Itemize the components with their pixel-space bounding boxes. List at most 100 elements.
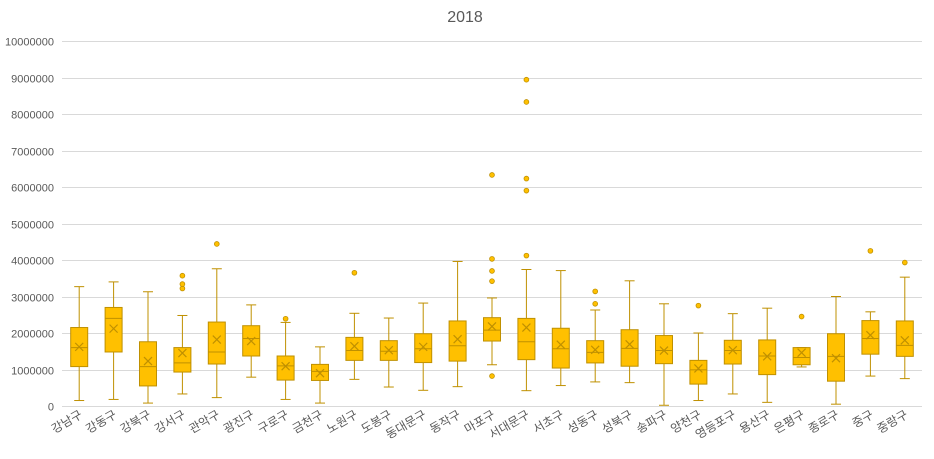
box-동작구 (448, 260, 467, 388)
x-tick-label: 은평구 (771, 407, 807, 436)
outlier-point (282, 315, 289, 322)
box-용산구 (758, 307, 777, 403)
iqr-box (517, 317, 536, 361)
iqr-box (483, 317, 501, 342)
box-마포구 (483, 172, 501, 379)
x-tick-label: 용산구 (737, 407, 773, 436)
mean-marker (590, 345, 600, 355)
iqr-box (689, 359, 708, 385)
iqr-box (104, 306, 123, 353)
x-tick-label: 성북구 (599, 407, 635, 436)
mean-marker (728, 345, 738, 355)
box-성북구 (620, 280, 639, 384)
mean-marker (281, 361, 291, 371)
mean-marker (659, 346, 669, 355)
iqr-box (448, 320, 467, 362)
box-은평구 (792, 313, 811, 368)
x-axis: 강남구강동구강북구강서구관악구광진구구로구금천구노원구도봉구동대문구동작구마포구… (49, 407, 910, 442)
iqr-box (551, 327, 570, 369)
box-금천구 (311, 346, 329, 404)
box-송파구 (655, 303, 673, 406)
mean-marker (74, 342, 84, 352)
x-tick-label: 금천구 (289, 407, 325, 437)
mean-marker (865, 330, 875, 340)
mean-marker (109, 324, 119, 334)
y-tick-label: 4000000 (11, 256, 54, 268)
outlier-point (901, 259, 908, 266)
outlier-point (695, 302, 702, 309)
outlier-point (489, 373, 495, 379)
x-tick-label: 강동구 (83, 407, 119, 436)
iqr-box (723, 339, 742, 365)
mean-marker (831, 353, 841, 363)
box-성동구 (586, 288, 605, 383)
mean-marker (797, 348, 807, 358)
iqr-box (586, 340, 605, 364)
x-tick-label: 관악구 (187, 407, 223, 436)
outlier-point (179, 272, 186, 279)
y-tick-label: 3000000 (11, 293, 54, 305)
x-tick-label: 노원구 (324, 407, 360, 436)
box-노원구 (345, 269, 364, 380)
y-tick-label: 5000000 (11, 220, 54, 232)
outlier-point (523, 252, 530, 259)
iqr-box (895, 320, 914, 357)
iqr-box (276, 355, 295, 381)
box-중구 (861, 248, 880, 377)
outlier-point (798, 313, 805, 320)
y-tick-label: 8000000 (11, 110, 54, 122)
mean-marker (762, 351, 772, 361)
x-tick-label: 광진구 (221, 407, 257, 436)
box-강동구 (104, 281, 123, 400)
box-강서구 (173, 272, 192, 395)
x-tick-label: 동작구 (427, 407, 463, 436)
mean-marker (246, 336, 256, 346)
x-tick-label: 서초구 (531, 407, 567, 436)
outlier-point (592, 300, 598, 307)
iqr-box (173, 347, 192, 373)
mean-marker (418, 342, 428, 352)
x-tick-label: 강남구 (49, 407, 85, 436)
outlier-point (489, 172, 495, 178)
x-tick-label: 구로구 (255, 407, 291, 436)
box-양천구 (689, 302, 708, 402)
y-tick-label: 0 (48, 402, 54, 414)
x-tick-label: 강북구 (118, 407, 154, 436)
outlier-point (523, 187, 530, 194)
mean-marker (900, 335, 910, 345)
mean-marker (521, 323, 531, 332)
y-axis: 0 1000000 2000000 3000000 4000000 5000000 6000… (5, 37, 54, 414)
x-tick-label: 종로구 (806, 407, 842, 436)
y-tick-label: 9000000 (11, 74, 54, 86)
x-tick-label: 송파구 (634, 407, 670, 436)
box-강북구 (139, 291, 157, 404)
outlier-point (489, 268, 495, 274)
iqr-box (655, 335, 673, 365)
box-강남구 (70, 286, 89, 402)
x-tick-label: 중랑구 (875, 407, 911, 436)
box-종로구 (827, 296, 845, 405)
iqr-box (414, 333, 433, 364)
box-중랑구 (895, 259, 914, 380)
mean-marker (212, 335, 222, 344)
box-구로구 (276, 315, 295, 400)
iqr-box (861, 320, 880, 355)
box-관악구 (207, 241, 226, 399)
mean-marker (315, 368, 325, 378)
iqr-box (345, 336, 364, 361)
box-서대문구 (517, 76, 536, 392)
outlier-point (489, 278, 495, 284)
y-tick-label: 2000000 (11, 329, 54, 341)
mean-marker (177, 348, 187, 358)
mean-marker (453, 334, 463, 344)
outlier-point (179, 281, 186, 287)
iqr-box (758, 339, 777, 376)
outlier-point (351, 269, 358, 276)
box-영등포구 (723, 313, 742, 395)
outlier-point (867, 248, 874, 254)
x-tick-label: 성동구 (565, 407, 601, 436)
mean-marker (487, 322, 497, 331)
outlier-point (523, 76, 530, 83)
y-tick-label: 6000000 (11, 183, 54, 195)
